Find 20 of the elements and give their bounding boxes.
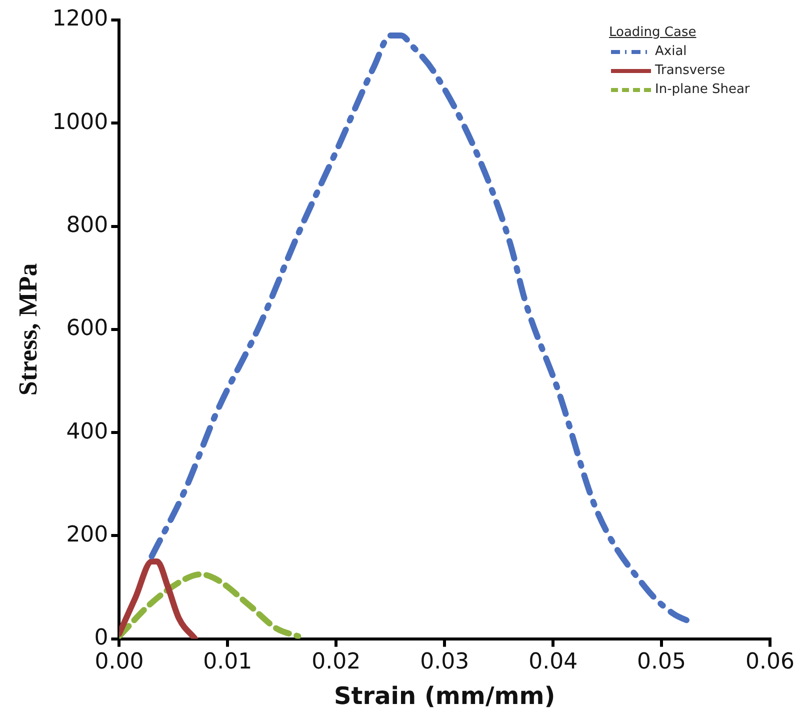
y-tick-label: 800 bbox=[66, 212, 108, 238]
x-axis-title: Strain (mm/mm) bbox=[334, 682, 556, 710]
legend-title: Loading Case bbox=[609, 25, 698, 40]
y-tick-label: 600 bbox=[66, 316, 108, 342]
x-tick-label: 0.06 bbox=[746, 650, 794, 675]
x-tick-label: 0.02 bbox=[312, 650, 361, 675]
legend-label: Transverse bbox=[655, 63, 726, 78]
legend-label: In-plane Shear bbox=[655, 82, 750, 97]
x-tick-label: 0.03 bbox=[420, 650, 470, 675]
legend-label: Axial bbox=[655, 44, 687, 59]
y-tick-label: 0 bbox=[94, 626, 108, 651]
x-tick-label: 0.00 bbox=[94, 650, 144, 675]
y-tick-label: 400 bbox=[66, 419, 108, 444]
y-tick-label: 200 bbox=[66, 522, 108, 548]
y-axis-title: Stress, MPa bbox=[13, 263, 42, 396]
y-tick-label: 1000 bbox=[52, 110, 108, 135]
x-tick-label: 0.01 bbox=[203, 650, 252, 675]
x-tick-label: 0.05 bbox=[637, 650, 686, 675]
x-tick-label: 0.04 bbox=[528, 650, 578, 675]
y-tick-label: 1200 bbox=[52, 6, 108, 32]
